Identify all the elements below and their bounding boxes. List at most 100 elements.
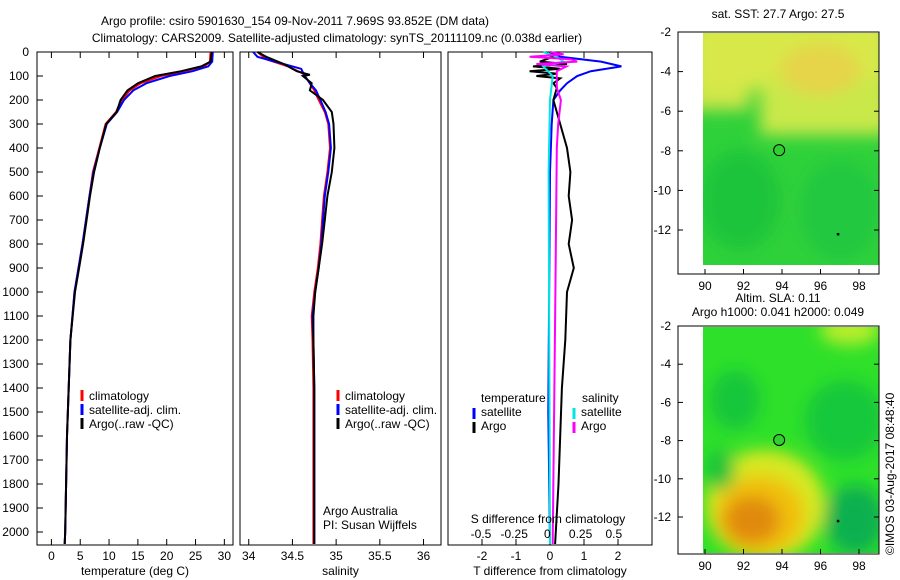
salinity-plot-frame [239,51,442,546]
y-tick-label: 1300 [2,357,29,371]
x2-tick-label: 0.25 [569,527,593,541]
temperature-x-axis-label: temperature (deg C) [81,564,189,578]
legend-label: climatology [345,389,405,403]
legend-label: Argo(..raw -QC) [345,417,430,431]
y-tick-label: 200 [9,93,29,107]
lat-tick-label: -6 [660,104,671,118]
lat-tick-label: -10 [654,183,672,197]
sla-map-frame [677,325,880,555]
lon-tick-label: 92 [737,279,751,293]
series-line-t-argo [529,51,575,545]
sla-map-subtitle: Argo h1000: 0.041 h2000: 0.049 [692,305,864,319]
x-tick-label: 34.5 [281,549,305,563]
series-line-satellite-adj-clim- [252,51,332,544]
x-tick-label: 30 [218,549,232,563]
float-position-marker [773,144,786,157]
y-tick-label: 1400 [2,381,29,395]
y-tick-label: 1900 [2,501,29,515]
lat-tick-label: -4 [660,357,671,371]
y-tick-label: 500 [9,165,29,179]
y-tick-label: 800 [9,237,29,251]
lon-tick-label: 90 [698,279,712,293]
lat-tick-label: -6 [660,395,671,409]
x2-tick-label: -0.25 [501,527,529,541]
credit-text: ©IMOS 03-Aug-2017 08:48:40 [883,392,897,555]
lon-tick-label: 96 [814,279,828,293]
y-tick-label: 900 [9,261,29,275]
differences-x-axis-label: T difference from climatology [473,564,627,578]
x-tick-label: 25 [189,549,203,563]
legend-label: Argo(..raw -QC) [89,417,174,431]
y-tick-label: 2000 [2,525,29,539]
y-tick-label: 600 [9,189,29,203]
x-tick-label: 5 [77,549,84,563]
map-point-marker [836,519,840,523]
y-tick-label: 0 [22,45,29,59]
series-line-argo-raw-qc- [257,51,336,544]
legend-label: Argo [481,419,507,433]
x-tick-label: 36 [417,549,431,563]
lon-tick-label: 96 [814,559,828,573]
lon-tick-label: 94 [775,279,789,293]
lon-tick-label: 98 [852,559,866,573]
annotation-text: Argo Australia [323,504,398,518]
x-tick-label: 15 [131,549,145,563]
x-tick-label: -1 [511,549,522,563]
x-tick-label: 2 [615,549,622,563]
lon-tick-label: 90 [698,559,712,573]
x2-tick-label: 0.5 [605,527,622,541]
legend-label: climatology [89,389,149,403]
x-tick-label: 20 [160,549,174,563]
legend-label: satellite-adj. clim. [89,403,181,417]
y-tick-label: 1800 [2,477,29,491]
series-line-satellite-adj-clim- [63,51,214,545]
lat-tick-label: -10 [654,472,672,486]
legend-label: Argo [581,419,607,433]
sla-map-field [703,327,879,553]
lon-tick-label: 92 [737,559,751,573]
x-tick-label: 1 [581,549,588,563]
lat-tick-label: -12 [654,223,672,237]
x2-tick-label: -0.5 [471,527,492,541]
figure-title-line1: Argo profile: csiro 5901630_154 09-Nov-2… [101,14,489,28]
y-tick-label: 1200 [2,333,29,347]
lat-tick-label: -8 [660,434,671,448]
x-tick-label: 0 [547,549,554,563]
temperature-plot-frame [36,51,234,546]
y-tick-label: 700 [9,213,29,227]
lat-tick-label: -12 [654,510,672,524]
y-tick-label: 1600 [2,429,29,443]
figure-title-line2: Climatology: CARS2009. Satellite-adjuste… [92,31,582,45]
y-tick-label: 300 [9,117,29,131]
x2-axis-label: S difference from climatology [471,512,626,526]
map-point-marker [836,232,840,236]
lon-tick-label: 94 [775,559,789,573]
sst-map-title: sat. SST: 27.7 Argo: 27.5 [712,7,845,21]
x-tick-label: 10 [102,549,116,563]
y-tick-label: 1100 [3,309,29,323]
x2-tick-label: 0 [544,527,551,541]
sst-map-frame [677,31,880,275]
series-line-s-argo [529,51,578,545]
lat-tick-label: -4 [660,65,671,79]
annotation-text: PI: Susan Wijffels [323,518,417,532]
x-tick-label: 34 [242,549,256,563]
lat-tick-label: -2 [660,25,671,39]
y-tick-label: 1000 [2,285,29,299]
x-tick-label: 35.5 [368,549,392,563]
y-tick-label: 400 [9,141,29,155]
x-tick-label: 0 [48,549,55,563]
lon-tick-label: 98 [852,279,866,293]
y-tick-label: 1700 [2,453,29,467]
lat-tick-label: -8 [660,144,671,158]
sst-map-field [703,33,879,265]
y-tick-label: 100 [9,69,29,83]
lat-tick-label: -2 [660,319,671,333]
legend-label: satellite [581,405,622,419]
series-line-climatology [256,51,332,544]
series-line-climatology [63,51,212,545]
legend-title-temperature: temperature [481,391,546,405]
y-tick-label: 1500 [2,405,29,419]
x-tick-label: 35 [329,549,343,563]
